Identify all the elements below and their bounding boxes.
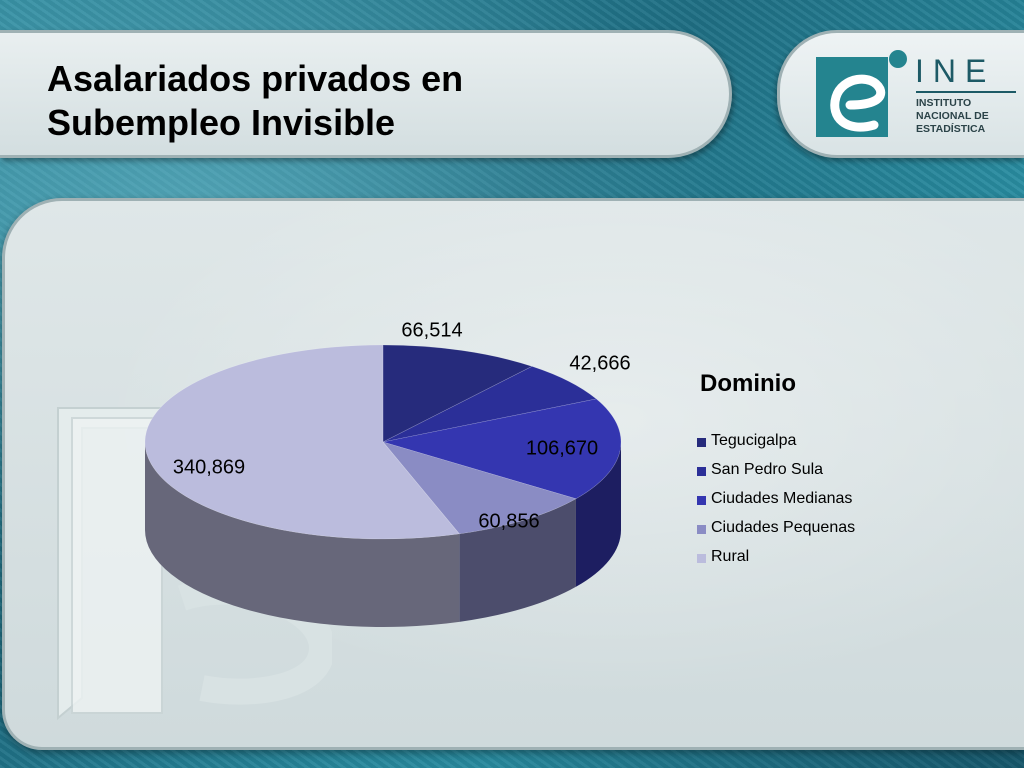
pie-side-ciudades-medianas xyxy=(575,442,621,587)
title-panel: Asalariados privados en Subempleo Invisi… xyxy=(0,30,732,158)
legend-label-ciudades-medianas: Ciudades Medianas xyxy=(711,490,853,507)
legend-label-tegucigalpa: Tegucigalpa xyxy=(711,432,797,449)
legend-swatch-san-pedro-sula xyxy=(697,467,706,476)
legend-label-san-pedro-sula: San Pedro Sula xyxy=(711,461,824,478)
data-label-san-pedro-sula: 42,666 xyxy=(569,352,630,374)
pie-slice-rural xyxy=(144,344,460,540)
ine-logo-mark-icon xyxy=(816,50,907,137)
pie-slice-tegucigalpa xyxy=(382,344,533,443)
legend-title: Dominio xyxy=(700,370,796,397)
pie-side-ciudades-pequenas xyxy=(459,498,576,622)
logo-acronym: INE xyxy=(915,53,996,89)
logo-name-line-1: INSTITUTO xyxy=(916,97,972,109)
slide-title: Asalariados privados en Subempleo Invisi… xyxy=(47,57,647,145)
legend-swatch-rural xyxy=(697,554,706,563)
pie-side-rural xyxy=(144,442,460,627)
legend-swatch-ciudades-medianas xyxy=(697,496,706,505)
legend-label-ciudades-pequenas: Ciudades Pequenas xyxy=(711,519,856,536)
data-label-ciudades-pequenas: 60,856 xyxy=(478,510,539,532)
pie-slice-ciudades-pequenas xyxy=(382,441,577,535)
pie-slice-san-pedro-sula xyxy=(382,366,597,443)
pie-slice-ciudades-medianas xyxy=(382,398,622,500)
logo-institution-name: INSTITUTO NACIONAL DE ESTADÍSTICA xyxy=(916,97,1021,136)
legend-swatch-ciudades-pequenas xyxy=(697,525,706,534)
slide-title-line-2: Subempleo Invisible xyxy=(47,102,396,143)
data-label-tegucigalpa: 66,514 xyxy=(401,319,462,341)
pie-slices xyxy=(144,344,622,540)
data-label-ciudades-medianas: 106,670 xyxy=(526,437,598,459)
logo-divider xyxy=(916,91,1016,93)
pie-sides xyxy=(144,442,621,627)
slide-title-line-1: Asalariados privados en xyxy=(47,58,464,99)
data-label-rural: 340,869 xyxy=(173,456,245,478)
logo-name-line-3: ESTADÍSTICA xyxy=(916,123,986,135)
legend-label-rural: Rural xyxy=(711,548,750,565)
logo-name-line-2: NACIONAL DE xyxy=(916,110,989,122)
logo-panel: INE INSTITUTO NACIONAL DE ESTADÍSTICA xyxy=(777,30,1024,158)
data-labels: 66,514 42,666 106,670 60,856 340,869 xyxy=(173,319,631,532)
legend-swatch-tegucigalpa xyxy=(697,438,706,447)
